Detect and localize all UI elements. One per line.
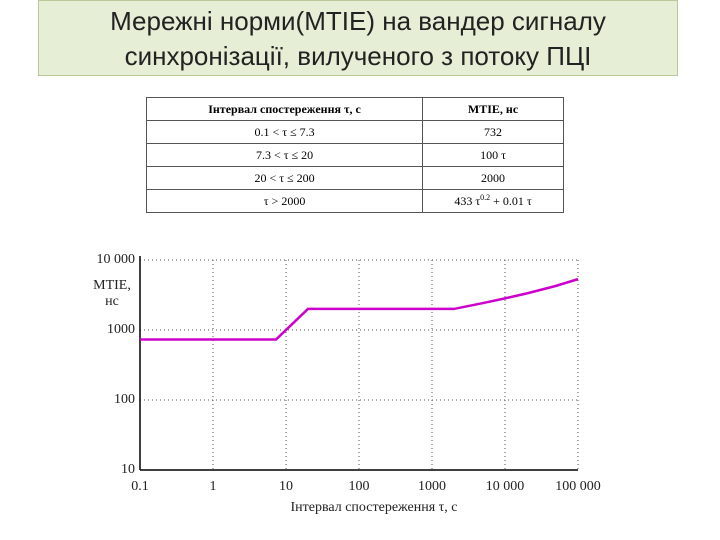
y-tick-label: 10 000 — [97, 252, 136, 267]
x-tick-label: 10 000 — [486, 479, 525, 494]
y-tick-label: 1000 — [107, 322, 135, 337]
header-cell: MTIE, нс — [422, 97, 564, 121]
cell: 433 τ0.2 + 0.01 τ — [422, 189, 564, 213]
x-tick-label: 1000 — [418, 479, 446, 494]
cell: 732 — [422, 120, 564, 144]
y-tick-label: 100 — [114, 392, 135, 407]
norms-table: Інтервал спостереження τ, с MTIE, нс 0.1… — [145, 97, 564, 213]
cell: 20 < τ ≤ 200 — [145, 166, 424, 190]
x-tick-label: 0.1 — [131, 479, 149, 494]
cell: τ > 2000 — [145, 189, 424, 213]
x-tick-label: 100 — [349, 479, 370, 494]
row: τ > 2000 433 τ0.2 + 0.01 τ — [145, 189, 564, 213]
x-tick-label: 100 000 — [555, 479, 601, 494]
y-axis-label: MTIE, — [93, 278, 131, 293]
y-axis-label: нс — [105, 294, 119, 309]
x-tick-label: 1 — [210, 479, 217, 494]
formula-tail: + 0.01 τ — [493, 194, 532, 208]
formula: 433 τ — [454, 194, 481, 208]
row: 20 < τ ≤ 200 2000 — [145, 166, 564, 190]
mtie-line — [140, 277, 579, 341]
row: 7.3 < τ ≤ 20 100 τ — [145, 143, 564, 167]
row: 0.1 < τ ≤ 7.3 732 — [145, 120, 564, 144]
cell: 2000 — [422, 166, 564, 190]
x-tick-label: 10 — [279, 479, 293, 494]
exponent: 0.2 — [480, 193, 491, 202]
cell: 7.3 < τ ≤ 20 — [145, 143, 424, 167]
x-axis-label: Інтервал спостереження τ, с — [290, 500, 457, 515]
slide-title: Мережні норми(MTIE) на вандер сигналу си… — [38, 0, 678, 76]
y-tick-label: 10 — [121, 462, 135, 477]
